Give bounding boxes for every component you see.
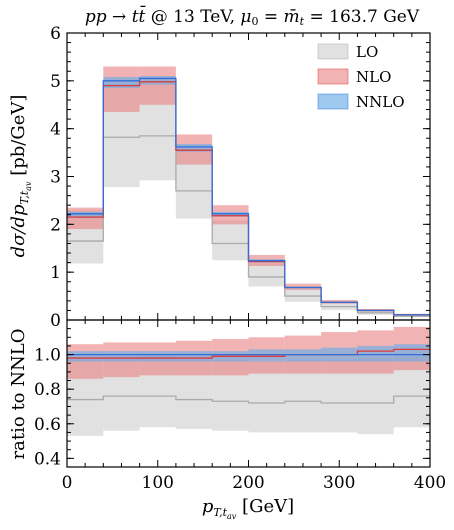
xtick-label: 200 [232,473,264,493]
top-panel: 0 1 2 3 4 5 6 [50,24,431,331]
bottom-central-line-lo [67,395,430,404]
top-band-nnlo-bin-0 [67,211,104,218]
bottom-ytick-label: 0.6 [34,415,61,435]
legend-swatch-nnlo [317,93,349,110]
top-ytick-label: 0 [50,311,61,331]
bottom-ytick-label: 0.4 [34,449,61,469]
top-band-nnlo-bin-2 [139,76,176,85]
bottom-band-nnlo-bin-3 [175,351,213,362]
xtick-label: 0 [62,473,73,493]
top-ytick-label: 1 [50,263,61,283]
bottom-ytick-label: 1.0 [34,346,61,366]
bottom-band-nnlo-bin-6 [284,349,322,362]
top-ytick-label: 2 [50,215,61,235]
bottom-band-nnlo-bin-1 [103,351,140,362]
top-band-nnlo-bin-3 [175,143,213,152]
legend-label-nnlo: NNLO [356,93,405,111]
top-band-lo-bin-5 [248,263,285,287]
legend-swatch-lo [317,43,349,60]
top-ytick-label: 4 [50,120,61,140]
top-band-nlo-bin-0 [67,207,104,230]
top-band-nlo-bin-2 [139,66,176,105]
bottom-band-nnlo-bin-0 [67,351,104,362]
bottom-band-nnlo-bin-9 [393,344,430,362]
y-axis-title-bottom: ratio to NNLO [8,329,29,460]
top-ytick-label: 3 [50,168,61,188]
chart-title: pp → tt̄ @ 13 TeV, μ0 = m̄t = 163.7 GeV [85,4,420,28]
xtick-label: 300 [323,473,355,493]
top-ytick-label: 6 [50,24,61,44]
xtick-label: 100 [142,473,174,493]
top-ytick-label: 5 [50,72,61,92]
legend-label-nlo: NLO [356,68,391,86]
bottom-band-nnlo-bin-5 [248,349,285,362]
bottom-band-nnlo-bin-8 [357,345,394,362]
xtick-label: 400 [414,473,446,493]
top-band-nnlo-bin-1 [103,77,140,89]
legend-label-lo: LO [356,43,378,61]
top-central-line-nnlo [67,77,430,316]
legend-swatch-nlo [317,68,349,85]
top-band-nlo-bin-1 [103,66,140,112]
legend: LO NLO NNLO [317,43,405,111]
bottom-central-line-nlo [67,348,430,359]
x-axis-title: pT,tav [GeV] [202,496,294,521]
top-band-lo-bin-6 [284,288,322,302]
y-axis-title-top: dσ/dpT,tav [pb/GeV] [8,95,33,258]
bottom-band-nnlo-bin-2 [139,351,176,362]
bottom-ytick-label: 0.8 [34,380,61,400]
top-band-lo-bin-4 [212,220,249,261]
bottom-panel: 0.4 0.6 0.8 1.0 0 100 200 300 400 [34,319,446,493]
